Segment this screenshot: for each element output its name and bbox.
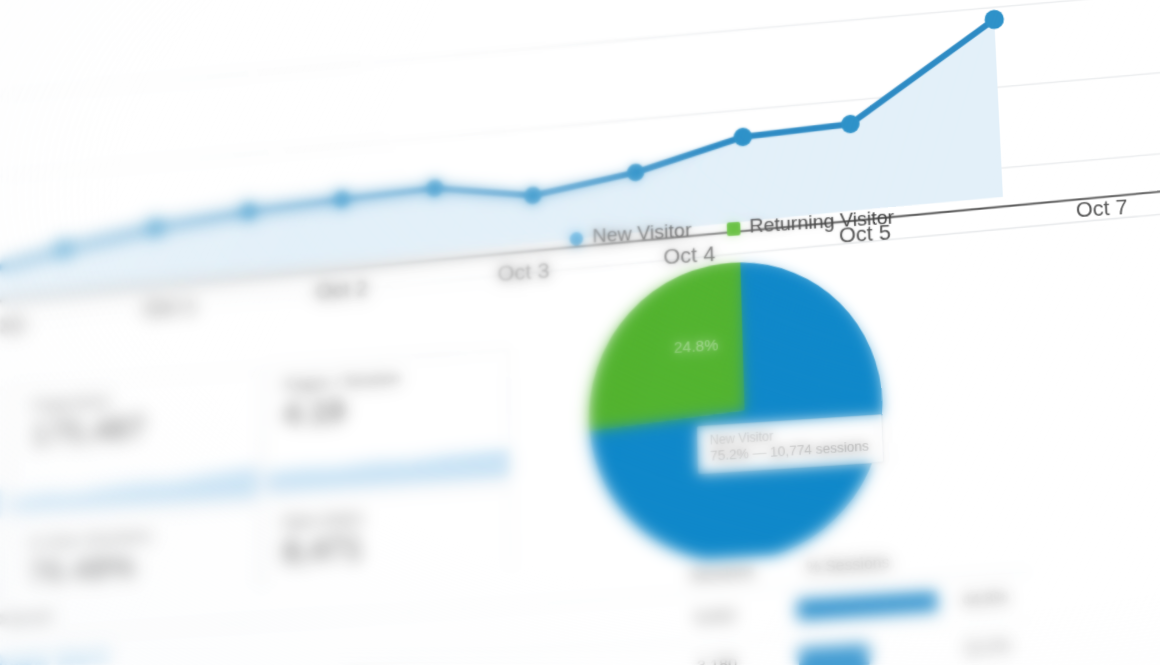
column-header-channel[interactable]: Channel	[0, 607, 52, 631]
metric-value: 76.48%	[27, 549, 137, 592]
pie-slice-returning-visitor	[586, 262, 745, 431]
row-sessions: 3,180	[673, 654, 738, 665]
row-bar	[798, 643, 870, 665]
metric-card[interactable]: Sessions 14,326	[0, 389, 9, 530]
legend-label: New Visitor	[592, 219, 692, 248]
column-header-pct[interactable]: % Sessions	[806, 553, 890, 578]
x-tick-label-oct7: Oct 7	[1075, 195, 1128, 223]
x-tick-label: Oct 2	[316, 276, 368, 304]
metric-card[interactable]: Pageviews 175,487	[11, 369, 260, 515]
metric-value: 8,471	[282, 530, 363, 571]
x-tick-label: Oct 1	[143, 293, 196, 321]
metric-label: Pages / Session	[283, 369, 401, 395]
x-tick-label: Sep 30	[0, 312, 26, 341]
sparkline	[266, 448, 510, 493]
metric-value: 4.19	[283, 394, 346, 433]
column-header-sessions[interactable]: Sessions	[689, 562, 755, 585]
sparkline	[0, 488, 5, 529]
visitor-type-pie-panel: New Visitor Returning Visitor 24.8% New …	[569, 199, 1030, 579]
sparkline	[12, 467, 259, 514]
legend-square-icon	[726, 221, 741, 236]
row-sessions: 6,412	[695, 605, 736, 628]
row-bar	[796, 590, 938, 621]
metric-value: 175,487	[30, 411, 146, 453]
row-link[interactable]: Organic Search	[0, 645, 110, 665]
metric-label: Pageviews	[31, 392, 111, 416]
metric-card[interactable]: Pages / Session 4.19	[265, 349, 511, 494]
x-tick-label: Oct 3	[497, 258, 549, 286]
metric-label: New Users	[283, 508, 363, 533]
row-pct: 44.8%	[962, 588, 1009, 610]
legend-dot-icon	[569, 231, 584, 246]
pie-chart-svg[interactable]: 24.8%	[564, 240, 951, 584]
row-pct: 22.2%	[964, 636, 1011, 659]
pie-slice-label: 24.8%	[674, 337, 719, 358]
